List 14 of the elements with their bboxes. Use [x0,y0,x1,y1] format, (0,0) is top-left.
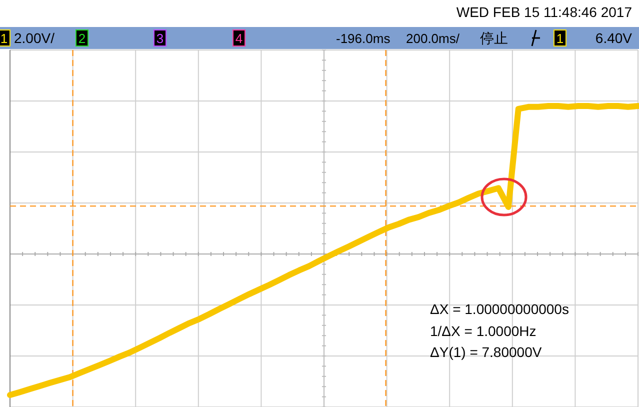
text: 2.00V/ [14,30,55,46]
annotation: ΔY(1) = 7.80000V [430,344,542,360]
text: 3 [156,31,164,46]
text: 200.0ms/ [406,31,460,46]
text: 2 [78,31,86,46]
annotation: 1/ΔX = 1.0000Hz [430,323,536,339]
annotation: ΔX = 1.00000000000s [430,301,569,317]
text: -196.0ms [336,31,391,46]
text: 1 [0,31,8,46]
text: WED FEB 15 11:48:46 2017 [456,4,632,20]
text: 停止 [480,30,508,46]
text: 4 [235,31,243,46]
text: 1 [556,31,564,46]
text: 6.40V [595,30,633,46]
